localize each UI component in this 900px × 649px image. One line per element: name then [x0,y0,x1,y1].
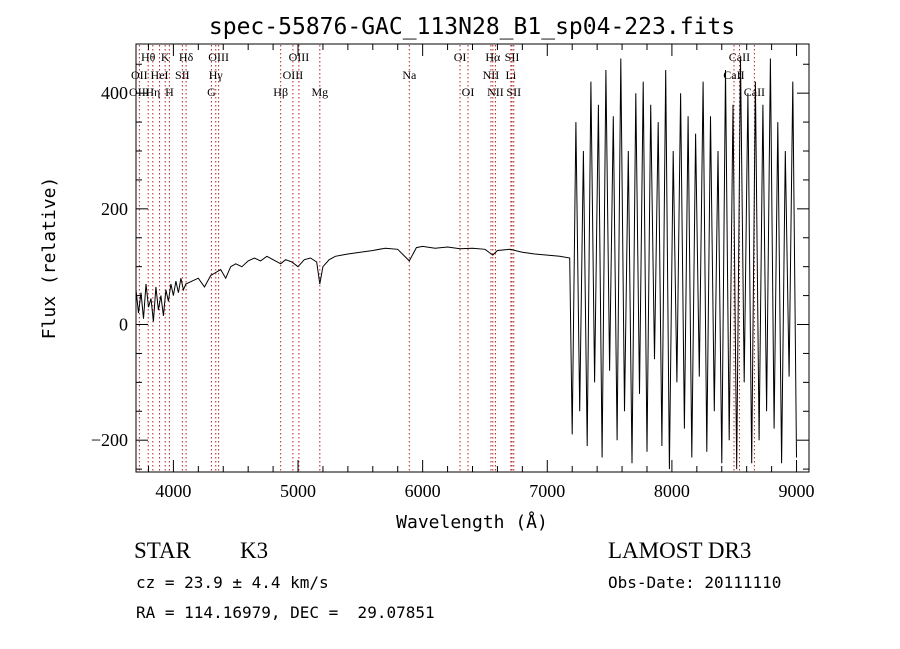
line-marker-label-15: NII [483,68,500,82]
line-marker-label-2: Hδ [179,50,194,64]
line-marker-label-23: Mg [311,85,328,99]
x-tick-label-3: 7000 [529,481,565,501]
line-marker-label-10: HeI [151,68,169,82]
line-marker-label-layer: Hθ K Hδ OIII OIII OI Hα SII CaII OII HeI SII Hγ OIII N… [129,50,765,99]
plot-frame [135,43,810,473]
line-marker-label-26: SII [506,85,521,99]
y-tick-label-1: 0 [119,315,128,335]
x-tick-label-2: 6000 [405,481,441,501]
subclass-label: K3 [240,538,269,563]
line-marker-label-8: CaII [729,50,750,64]
line-marker-label-11: SII [175,68,190,82]
line-marker-label-19: Hη [145,85,160,99]
line-marker-label-1: K [161,50,170,64]
x-tick-label-0: 4000 [155,481,191,501]
redshift-cz: cz = 23.9 ± 4.4 km/s [136,573,329,592]
line-marker-label-12: Hγ [209,68,224,82]
line-marker-label-25: NII [487,85,504,99]
x-tick-label-4: 8000 [654,481,690,501]
class-label: STAR [134,538,191,563]
x-tick-label-1: 5000 [280,481,316,501]
obs-date: Obs-Date: 20111110 [608,573,782,592]
line-marker-label-14: Na [402,68,417,82]
y-tick-label-3: 400 [101,83,128,103]
line-marker-label-6: Hα [485,50,501,64]
line-marker-label-3: OIII [208,50,229,64]
line-marker-label-7: SII [505,50,520,64]
y-tick-label-0: −200 [91,430,128,450]
coordinates: RA = 114.16979, DEC = 29.07851 [136,603,435,622]
x-tick-label-5: 9000 [779,481,815,501]
line-marker-label-0: Hθ [141,50,156,64]
line-marker-label-21: G [207,85,216,99]
tick-layer: 4000 5000 6000 7000 8000 9000 −200 0 200 400 [91,44,815,501]
y-axis-label: Flux (relative) [39,177,60,340]
line-marker-label-20: H [165,85,174,99]
line-marker-label-16: Li [506,68,517,82]
line-marker-label-27: CaII [744,85,765,99]
line-marker-label-13: OIII [283,68,304,82]
x-axis-label: Wavelength (Å) [396,511,548,533]
line-marker-layer [138,45,755,471]
y-tick-label-2: 200 [101,199,128,219]
line-marker-label-22: Hβ [273,85,288,99]
line-marker-label-17: CaII [723,68,744,82]
spectrum-line [135,58,797,470]
chart-title: spec-55876-GAC_113N28_B1_sp04-223.fits [209,14,735,40]
line-marker-label-18: OIII [129,85,150,99]
line-marker-label-9: OII [131,68,148,82]
line-marker-label-24: OI [462,85,475,99]
line-marker-label-5: OI [454,50,467,64]
survey-label: LAMOST DR3 [608,538,752,563]
line-marker-label-4: OIII [289,50,310,64]
